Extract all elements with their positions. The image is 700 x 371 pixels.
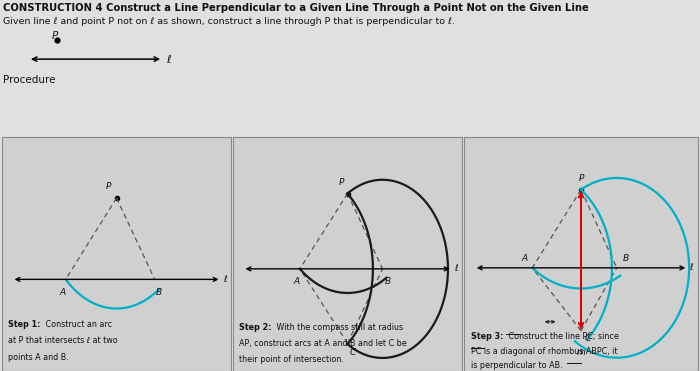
Text: Procedure: Procedure — [3, 75, 55, 85]
Text: A: A — [522, 254, 528, 263]
Text: ℓ: ℓ — [454, 265, 458, 273]
Text: With the compass still at radius: With the compass still at radius — [274, 324, 404, 332]
Text: B: B — [623, 254, 629, 263]
Text: AP, construct arcs at A and B and let C be: AP, construct arcs at A and B and let C … — [239, 339, 407, 348]
Text: Construct an arc: Construct an arc — [43, 319, 113, 329]
Text: P: P — [106, 183, 111, 191]
Text: m: m — [577, 348, 585, 357]
Text: Step 1:: Step 1: — [8, 319, 41, 329]
Text: C: C — [349, 348, 356, 358]
Text: B: B — [385, 277, 391, 286]
Text: ℓ: ℓ — [166, 55, 171, 65]
Text: A: A — [293, 277, 300, 286]
Text: is perpendicular to AB.: is perpendicular to AB. — [470, 361, 562, 370]
Text: B: B — [156, 288, 162, 297]
Text: PC is a diagonal of rhombus ABPC, it: PC is a diagonal of rhombus ABPC, it — [470, 347, 617, 356]
Text: C: C — [584, 334, 591, 343]
Text: Construct the line PC; since: Construct the line PC; since — [506, 332, 620, 341]
Text: ℓ: ℓ — [223, 275, 227, 284]
Text: Given line ℓ and point P not on ℓ as shown, construct a line through P that is p: Given line ℓ and point P not on ℓ as sho… — [3, 17, 455, 26]
Text: points A and B.: points A and B. — [8, 353, 69, 362]
Text: P: P — [52, 31, 58, 41]
Text: Step 2:: Step 2: — [239, 324, 272, 332]
Text: ℓ: ℓ — [690, 263, 693, 272]
Text: CONSTRUCTION 4 Construct a Line Perpendicular to a Given Line Through a Point No: CONSTRUCTION 4 Construct a Line Perpendi… — [3, 3, 589, 13]
Text: their point of intersection.: their point of intersection. — [239, 355, 344, 364]
Text: P: P — [578, 174, 584, 183]
Text: P: P — [339, 178, 344, 187]
Text: A: A — [60, 288, 66, 297]
Text: at P that intersects ℓ at two: at P that intersects ℓ at two — [8, 336, 118, 345]
Text: Step 3:: Step 3: — [470, 332, 503, 341]
